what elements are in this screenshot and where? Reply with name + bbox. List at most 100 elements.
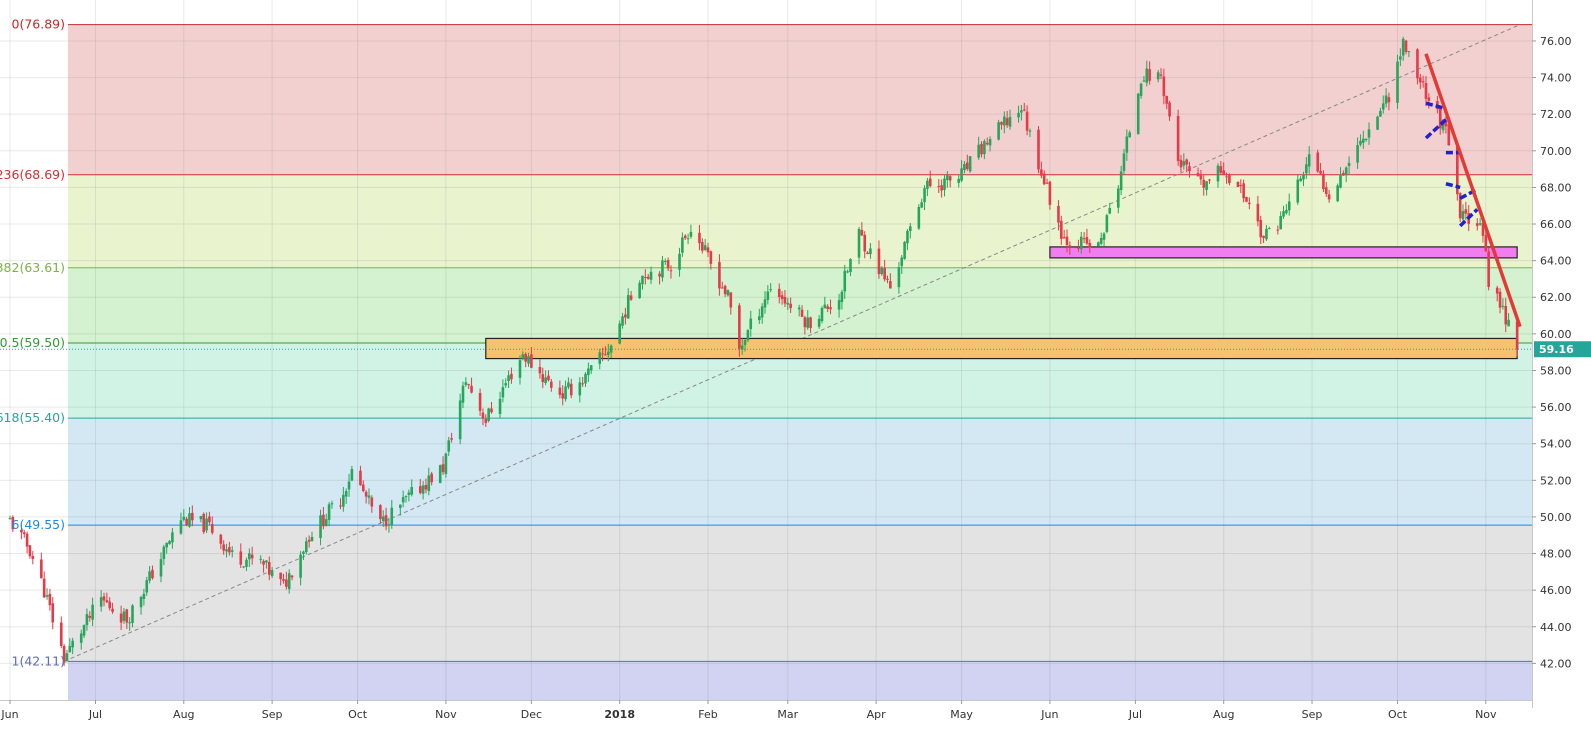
candle-body xyxy=(262,560,265,565)
candle-body xyxy=(889,281,892,289)
candle-body xyxy=(1484,235,1488,252)
candle-body xyxy=(1162,76,1166,97)
candle-body xyxy=(302,551,305,554)
time-tick-label: Sep xyxy=(262,708,283,721)
candle-body xyxy=(82,625,86,636)
candle-body xyxy=(390,507,394,526)
fib-band xyxy=(68,24,1532,175)
candle-body xyxy=(928,178,932,187)
price-tick-label: 54.00 xyxy=(1540,438,1572,451)
candle-body xyxy=(1097,242,1100,247)
candle-body xyxy=(1487,251,1490,287)
candle-body xyxy=(1287,201,1291,211)
time-tick-label: May xyxy=(950,708,973,721)
candle-body xyxy=(1128,132,1131,138)
candle-body xyxy=(339,505,342,507)
candle-body xyxy=(430,473,433,483)
price-tick-label: 70.00 xyxy=(1540,145,1572,158)
candle-body xyxy=(843,270,847,292)
candle-body xyxy=(470,385,473,393)
candle-body xyxy=(1356,145,1359,163)
time-axis: Jun Jul Aug Sep Oct Nov Dec 2018 Feb Mar Apr May Jun… xyxy=(0,700,1532,736)
candle-body xyxy=(407,492,411,495)
candle-body xyxy=(1285,209,1288,214)
candle-body xyxy=(1515,321,1519,350)
price-tag-group: 59.16 xyxy=(1534,341,1591,358)
candle-body xyxy=(62,645,66,663)
candle-body xyxy=(1003,116,1006,126)
candle-body xyxy=(746,330,750,341)
candle-body xyxy=(1239,184,1243,186)
candle-body xyxy=(1060,220,1063,239)
candle-body xyxy=(210,524,214,533)
fib-band xyxy=(68,418,1532,526)
candle-body xyxy=(105,600,109,603)
price-tick-label: 58.00 xyxy=(1540,364,1572,377)
candle-body xyxy=(410,487,414,495)
candle-body xyxy=(122,611,126,621)
candle-body xyxy=(1362,138,1365,143)
candle-body xyxy=(40,559,43,579)
price-tick-label: 46.00 xyxy=(1540,584,1572,597)
candle-body xyxy=(644,276,647,278)
candle-body xyxy=(1165,96,1169,104)
candle-body xyxy=(624,314,627,318)
candle-body xyxy=(1456,146,1459,195)
candle-body xyxy=(569,383,573,396)
candle-body xyxy=(1079,236,1083,250)
candle-body xyxy=(401,497,405,503)
candle-body xyxy=(948,176,952,181)
candle-body xyxy=(1256,203,1260,222)
candle-body xyxy=(940,185,943,191)
price-tick-label: 64.00 xyxy=(1540,255,1572,268)
candle-body xyxy=(1062,237,1066,239)
candle-body xyxy=(265,560,268,563)
candle-body xyxy=(960,168,963,181)
candle-body xyxy=(521,354,525,360)
candle-body xyxy=(139,597,143,608)
candle-body xyxy=(1427,97,1431,101)
pattern-segment xyxy=(1458,208,1479,228)
candle-body xyxy=(282,579,285,581)
candle-body xyxy=(1464,209,1468,214)
candle-body xyxy=(1048,181,1052,205)
price-tick-label: 68.00 xyxy=(1540,181,1572,194)
candle-body xyxy=(524,354,527,362)
fib-level-label: 0(76.89) xyxy=(12,17,66,32)
candle-body xyxy=(248,553,251,560)
candle-body xyxy=(743,340,747,345)
time-tick-label: Aug xyxy=(173,708,194,721)
candle-body xyxy=(250,554,254,559)
candle-body xyxy=(1099,237,1103,244)
price-tick-label: 76.00 xyxy=(1540,35,1572,48)
candle-body xyxy=(923,188,926,203)
candle-body xyxy=(786,302,790,305)
candle-body xyxy=(1364,138,1368,141)
candle-body xyxy=(8,518,12,520)
candle-body xyxy=(777,288,781,297)
candle-body xyxy=(421,485,425,494)
candle-body xyxy=(151,569,154,579)
candle-body xyxy=(327,504,331,520)
candle-body xyxy=(287,573,291,590)
candle-body xyxy=(1424,83,1428,99)
candle-body xyxy=(965,162,969,170)
candle-body xyxy=(917,206,921,229)
candle-body xyxy=(208,516,211,523)
candle-body xyxy=(641,275,644,285)
candle-body xyxy=(686,238,690,240)
candle-body xyxy=(763,299,767,308)
price-tick-label: 56.00 xyxy=(1540,401,1572,414)
candle-body xyxy=(418,486,422,493)
candle-body xyxy=(128,622,131,624)
candle-body xyxy=(108,601,112,609)
candle-body xyxy=(48,593,52,606)
candle-body xyxy=(1040,169,1043,176)
candle-body xyxy=(564,386,567,400)
candle-body xyxy=(587,368,590,376)
candle-body xyxy=(1461,211,1465,220)
candle-body xyxy=(920,202,923,208)
candle-body xyxy=(22,532,26,535)
candle-body xyxy=(305,541,308,553)
